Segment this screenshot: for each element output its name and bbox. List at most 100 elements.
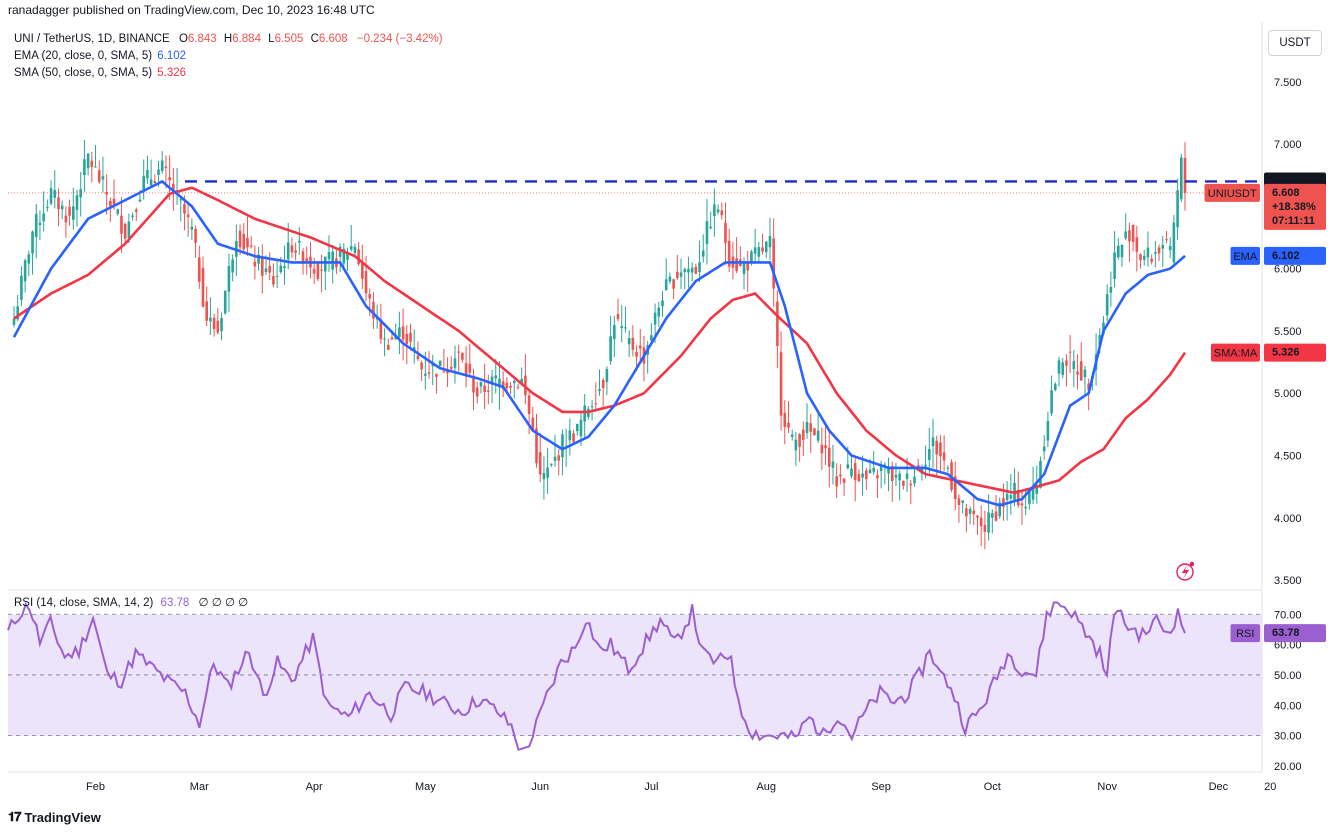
- candle-body: [283, 266, 286, 268]
- candle-body: [953, 476, 957, 500]
- candle-body: [357, 249, 360, 264]
- candle-body: [727, 240, 731, 267]
- candle-body: [802, 429, 805, 440]
- candle-body: [31, 231, 34, 254]
- candle-body: [909, 483, 913, 486]
- candle-body: [827, 447, 831, 467]
- candle-body: [1057, 360, 1061, 374]
- candle-body: [38, 222, 42, 225]
- time-tick-label: Feb: [86, 781, 105, 793]
- time-tick-label: Mar: [190, 781, 209, 793]
- candle-body: [1124, 231, 1128, 239]
- candle-body: [131, 215, 134, 217]
- candle-body: [1161, 245, 1165, 249]
- currency-button[interactable]: USDT: [1268, 30, 1322, 56]
- time-tick-label: Apr: [306, 781, 323, 793]
- ema-legend: EMA (20, close, 0, SMA, 5) 6.102: [14, 50, 186, 62]
- open-label: O: [178, 33, 188, 45]
- candle-body: [902, 480, 905, 486]
- candle-body: [442, 371, 446, 373]
- candle-body: [1065, 360, 1068, 366]
- ema-badge-text: 6.102: [1272, 250, 1300, 262]
- candle-body: [694, 266, 698, 274]
- candle-body: [983, 524, 987, 532]
- close-label: C: [310, 33, 319, 45]
- candle-body: [987, 512, 990, 533]
- sma-legend: SMA (50, close, 0, SMA, 5) 5.326: [14, 67, 186, 79]
- candle-body: [179, 199, 183, 201]
- ema-badge-label: EMA: [1233, 251, 1258, 263]
- candle-body: [398, 327, 401, 337]
- candle-body: [935, 440, 939, 455]
- candle-body: [527, 395, 531, 414]
- ema-badge-label-bg: [1230, 246, 1260, 265]
- candle-body: [109, 201, 112, 207]
- candle-body: [424, 373, 427, 376]
- rsi-badge-label: RSI: [1236, 628, 1254, 640]
- rsi-legend-label: RSI (14, close, SMA, 14, 2): [14, 597, 154, 609]
- candle-body: [1116, 245, 1120, 258]
- candle-body: [168, 177, 171, 181]
- candle-body: [546, 467, 549, 478]
- candle-body: [872, 467, 876, 472]
- candle-body: [194, 228, 197, 243]
- tradingview-logo: 𝟏𝟕 TradingView: [8, 809, 101, 825]
- candle-body: [338, 246, 342, 257]
- candle-body: [116, 209, 120, 214]
- candle-body: [275, 275, 279, 277]
- low-label: L: [268, 33, 275, 45]
- candle-body: [75, 195, 79, 210]
- time-tick-label: 20: [1264, 781, 1276, 793]
- candle-body: [386, 344, 390, 350]
- candle-body: [894, 474, 898, 478]
- candle-body: [846, 464, 850, 469]
- sma-legend-value: 5.326: [157, 67, 187, 79]
- open-value: 6.843: [187, 33, 217, 45]
- candle-body: [557, 455, 561, 461]
- rsi-tick-label: 70.00: [1274, 609, 1302, 621]
- candle-body: [757, 247, 761, 257]
- candle-body: [961, 500, 964, 503]
- lightning-icon-ring: [1176, 563, 1194, 581]
- candle-body: [120, 215, 123, 234]
- time-tick-label: Jul: [644, 781, 658, 793]
- candle-body: [112, 198, 116, 205]
- candle-body: [390, 337, 394, 340]
- candle-body: [542, 472, 546, 480]
- candle-body: [887, 466, 890, 474]
- candle-body: [464, 363, 468, 375]
- candle-body: [764, 241, 768, 253]
- candle-body: [431, 363, 435, 367]
- candle-body: [405, 333, 409, 345]
- candle-body: [809, 423, 813, 432]
- candle-body: [23, 260, 27, 282]
- candle-body: [201, 267, 205, 307]
- candle-body: [931, 437, 935, 447]
- candle-body: [353, 246, 357, 254]
- candle-body: [1150, 258, 1153, 262]
- candle-body: [227, 266, 231, 292]
- candle-body: [1079, 361, 1083, 381]
- candle-body: [186, 214, 190, 218]
- candle-body: [1176, 190, 1179, 228]
- candle-body: [1146, 247, 1150, 258]
- candle-body: [427, 372, 431, 374]
- candle-body: [164, 166, 168, 169]
- candle-body: [449, 366, 453, 369]
- candle-body: [690, 267, 694, 273]
- candle-body: [720, 210, 724, 216]
- candle-body: [575, 423, 579, 432]
- candle-body: [1087, 383, 1090, 390]
- candle-body: [286, 242, 290, 260]
- sma-legend-label: SMA (50, close, 0, SMA, 5): [14, 67, 153, 79]
- candle-body: [1105, 294, 1109, 316]
- candle-body: [1002, 498, 1005, 508]
- candle-body: [698, 262, 701, 273]
- candle-body: [349, 246, 353, 250]
- candle-body: [127, 221, 131, 238]
- candle-body: [412, 347, 416, 351]
- candle-body: [1098, 335, 1102, 347]
- candle-body: [853, 463, 857, 481]
- candle-body: [260, 258, 264, 276]
